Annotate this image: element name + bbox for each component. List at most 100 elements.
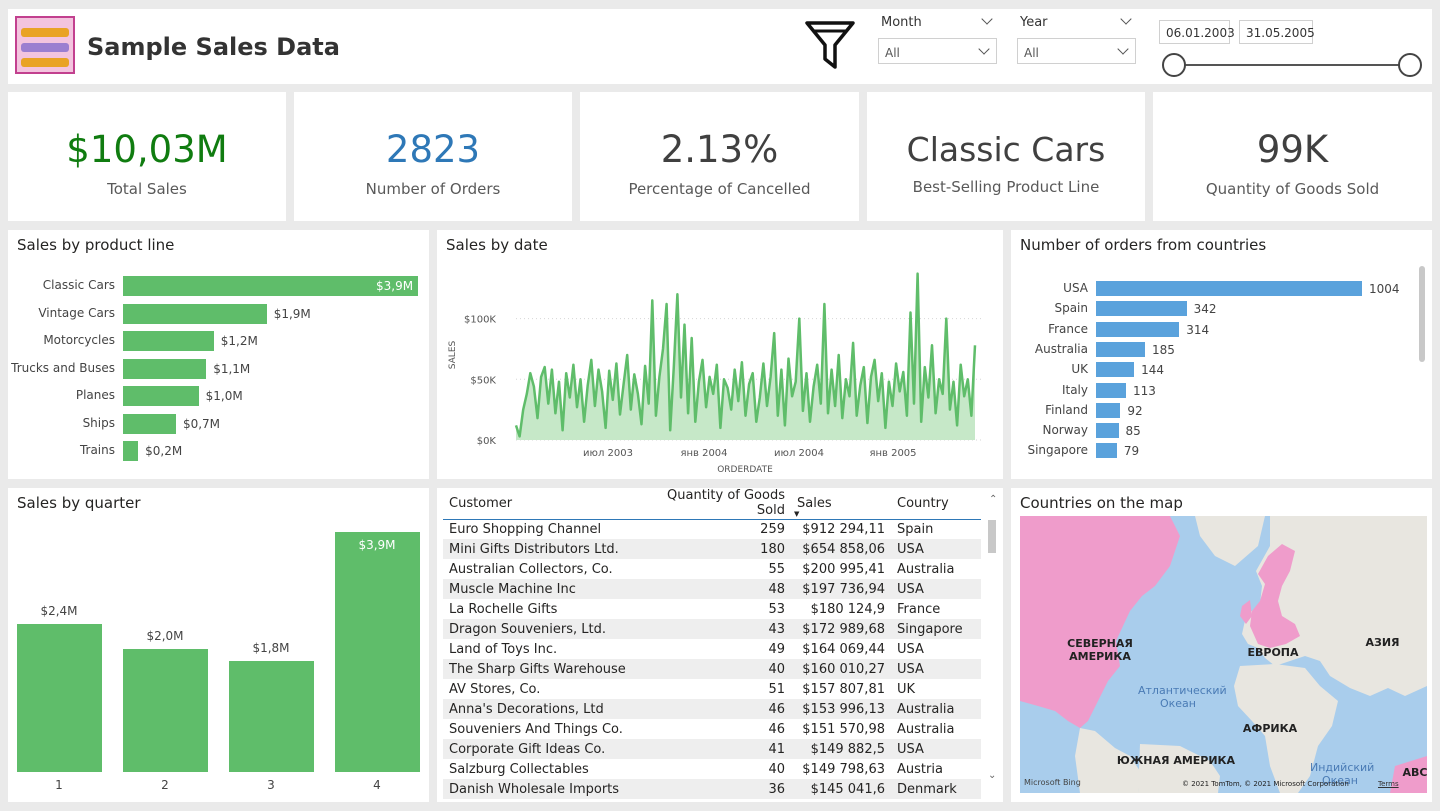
chevron-down-icon <box>978 43 990 55</box>
cell-sales: $654 858,06 <box>791 539 891 559</box>
year-value: All <box>1024 46 1039 60</box>
product-line-label: Trains <box>79 443 115 457</box>
map-land-svg <box>1020 516 1427 793</box>
cell-quantity: 180 <box>633 539 791 559</box>
table-row[interactable]: The Sharp Gifts Warehouse 40 $160 010,27 US… <box>443 659 981 679</box>
x-tick-label: июл 2004 <box>774 448 824 459</box>
quarter-label: 2 <box>161 778 169 792</box>
table-row[interactable]: Salzburg Collectables 40 $149 798,63 Austri… <box>443 759 981 779</box>
col-header-customer[interactable]: Customer <box>449 495 513 511</box>
quarter-label: 1 <box>55 778 63 792</box>
cell-sales: $197 736,94 <box>791 579 891 599</box>
product-line-bar <box>123 331 214 351</box>
month-collapse-icon[interactable] <box>981 13 993 25</box>
date-slider-start-handle[interactable] <box>1162 53 1186 77</box>
cell-country: Austria <box>897 761 943 777</box>
countries-scrollbar[interactable] <box>1419 266 1425 362</box>
table-row[interactable]: Souveniers And Things Co. 46 $151 570,98 Au… <box>443 719 981 739</box>
country-bar <box>1096 423 1119 439</box>
col-header-quantity[interactable]: Quantity of Goods Sold <box>667 488 785 519</box>
country-label: USA <box>1063 281 1088 295</box>
map-terms-link[interactable]: Terms <box>1378 780 1399 788</box>
map-label-europe: ЕВРОПА <box>1247 646 1299 659</box>
kpi-total-sales-value: $10,03M <box>66 128 228 171</box>
table-row[interactable]: La Rochelle Gifts 53 $180 124,9 France <box>443 599 981 619</box>
cell-country: USA <box>891 579 981 599</box>
chevron-down-icon <box>1117 43 1129 55</box>
product-line-label: Vintage Cars <box>38 305 115 320</box>
col-header-sales[interactable]: Sales ▼ <box>791 488 891 519</box>
sales-area <box>516 273 975 440</box>
table-row[interactable]: Mini Gifts Distributors Ltd. 180 $654 858,… <box>443 539 981 559</box>
cell-sales: $149 798,63 <box>802 761 885 777</box>
x-tick-label: июл 2003 <box>583 448 633 459</box>
year-dropdown[interactable]: All <box>1017 38 1136 64</box>
table-row[interactable]: Muscle Machine Inc 48 $197 736,94 USA <box>443 579 981 599</box>
product-line-bar <box>123 386 199 406</box>
country-bar <box>1096 402 1121 418</box>
country-label: UK <box>1071 362 1088 377</box>
col-header-country[interactable]: Country <box>897 495 949 511</box>
cell-customer: Australian Collectors, Co. <box>449 561 613 577</box>
table-scrollbar[interactable]: ⌃ ⌄ <box>987 494 997 796</box>
product-line-label: Motorcycles <box>43 333 115 347</box>
year-collapse-icon[interactable] <box>1120 13 1132 25</box>
cell-quantity: 49 <box>768 641 785 657</box>
country-value: 314 <box>1186 322 1210 337</box>
quarter-bar <box>17 624 102 772</box>
cell-country: Australia <box>891 699 981 719</box>
cell-sales: $912 294,11 <box>802 521 885 537</box>
world-map[interactable]: СЕВЕРНАЯ АМЕРИКА ЕВРОПА АЗИЯ Атлантическ… <box>1020 516 1427 793</box>
scrollbar-thumb[interactable] <box>988 520 996 553</box>
country-value: 113 <box>1132 383 1156 398</box>
cell-quantity: 41 <box>633 739 791 759</box>
cell-sales: $200 995,41 <box>802 561 885 577</box>
table-row[interactable]: Land of Toys Inc. 49 $164 069,44 USA <box>443 639 981 659</box>
x-tick-label: янв 2004 <box>680 448 727 459</box>
product-line-value: $1,1M <box>213 361 251 376</box>
cell-sales: $145 041,6 <box>791 779 891 799</box>
country-label: Spain <box>1054 301 1088 316</box>
date-end-input[interactable]: 31.05.2005 <box>1239 20 1315 44</box>
product-line-bar <box>123 441 139 461</box>
month-dropdown[interactable]: All <box>878 38 997 64</box>
cell-country: UK <box>897 681 916 697</box>
kpi-orders-label: Number of Orders <box>365 180 501 198</box>
cell-customer: Dragon Souveniers, Ltd. <box>443 619 633 639</box>
date-slider-track[interactable] <box>1174 64 1410 66</box>
product-line-label: Classic Cars <box>42 278 115 292</box>
sales-by-date-chart: $0K $50K $100K июл 2003 янв 2004 июл 2004 янв … <box>448 272 983 475</box>
product-line-label: Planes <box>75 388 115 402</box>
map-label-indian-ocean: Индийский Океан <box>1310 761 1375 787</box>
kpi-orders-value: 2823 <box>385 128 481 171</box>
filter-icon[interactable] <box>804 19 856 73</box>
country-value: 1004 <box>1369 282 1400 296</box>
quarter-label: 4 <box>373 778 381 792</box>
table-row[interactable]: Corporate Gift Ideas Co. 41 $149 882,5 USA <box>443 739 981 759</box>
date-slider-end-handle[interactable] <box>1398 53 1422 77</box>
table-row[interactable]: Australian Collectors, Co. 55 $200 995,41 A… <box>443 559 981 579</box>
quarter-value: $1,8M <box>252 641 290 656</box>
cell-quantity: 51 <box>768 681 785 697</box>
product-line-label: Ships <box>82 415 115 430</box>
table-row[interactable]: Anna's Decorations, Ltd 46 $153 996,13 Aust… <box>443 699 981 719</box>
cell-customer: Mini Gifts Distributors Ltd. <box>443 539 633 559</box>
kpi-quantity-label: Quantity of Goods Sold <box>1205 180 1380 198</box>
x-axis-title: ORDERDATE <box>717 465 773 475</box>
product-line-value: $3,9M <box>376 279 414 293</box>
cell-country: Singapore <box>891 619 981 639</box>
date-start-input[interactable]: 06.01.2003 <box>1159 20 1235 44</box>
cell-sales: $149 882,5 <box>791 739 891 759</box>
quarter-value: $2,0M <box>146 628 184 643</box>
product-line-bar <box>123 413 176 434</box>
cell-customer: AV Stores, Co. <box>449 681 541 697</box>
scroll-down-icon[interactable]: ⌄ <box>988 770 997 781</box>
table-row[interactable]: Euro Shopping Channel 259 $912 294,11 Spain <box>443 519 981 539</box>
table-row[interactable]: Dragon Souveniers, Ltd. 43 $172 989,68 Sing… <box>443 619 981 639</box>
product-line-card: Sales by product line Classic Cars $3,9M V… <box>8 230 429 479</box>
scroll-up-icon[interactable]: ⌃ <box>989 494 998 505</box>
table-row[interactable]: Danish Wholesale Imports 36 $145 041,6 Denm… <box>443 779 981 799</box>
table-row[interactable]: AV Stores, Co. 51 $157 807,81 UK <box>443 679 981 699</box>
quarter-title: Sales by quarter <box>17 494 141 512</box>
cell-customer: The Sharp Gifts Warehouse <box>443 659 633 679</box>
